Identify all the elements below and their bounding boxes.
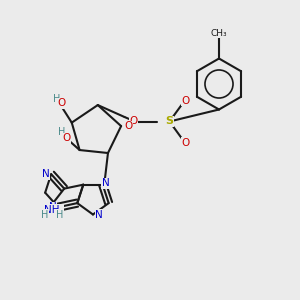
Text: N: N	[102, 178, 110, 188]
Text: O: O	[129, 116, 138, 127]
Text: N: N	[42, 169, 50, 179]
Text: CH₃: CH₃	[211, 28, 227, 38]
Text: H: H	[53, 94, 60, 103]
Text: NH₂: NH₂	[44, 205, 64, 214]
Text: N: N	[95, 209, 103, 220]
Text: O: O	[182, 137, 190, 148]
Text: O: O	[182, 95, 190, 106]
Text: H: H	[58, 127, 65, 137]
Text: H: H	[56, 210, 63, 220]
Text: O: O	[124, 121, 133, 131]
Text: O: O	[57, 98, 65, 108]
Text: H: H	[41, 210, 48, 220]
Text: N: N	[49, 202, 57, 212]
Text: S: S	[166, 116, 173, 127]
Text: O: O	[62, 133, 70, 143]
